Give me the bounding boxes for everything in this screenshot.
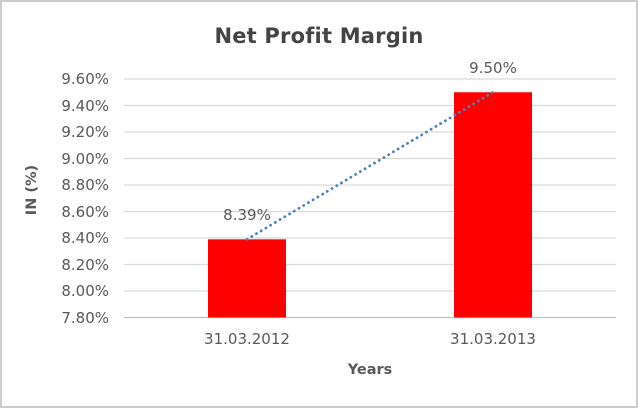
y-tick-label: 7.80%: [61, 308, 109, 327]
data-label: 9.50%: [469, 59, 517, 78]
y-tick-label: 8.40%: [61, 229, 109, 247]
y-tick-label: 9.60%: [61, 70, 109, 88]
y-tick-label: 8.20%: [61, 255, 109, 274]
y-tick-label: 9.20%: [61, 123, 109, 141]
x-category-label: 31.03.2013: [450, 330, 536, 348]
chart-title: Net Profit Margin: [214, 24, 424, 48]
bar: [454, 92, 532, 318]
trendline: [245, 90, 495, 241]
bar: [208, 239, 286, 318]
y-tick-label: 9.40%: [61, 96, 109, 115]
data-label: 8.39%: [223, 206, 271, 225]
x-axis-title: Years: [347, 362, 393, 378]
y-tick-label: 8.00%: [61, 282, 109, 300]
x-category-label: 31.03.2012: [204, 330, 290, 348]
y-tick-label: 8.60%: [61, 202, 109, 221]
y-tick-label: 8.80%: [61, 176, 109, 194]
y-tick-label: 9.00%: [61, 149, 109, 168]
